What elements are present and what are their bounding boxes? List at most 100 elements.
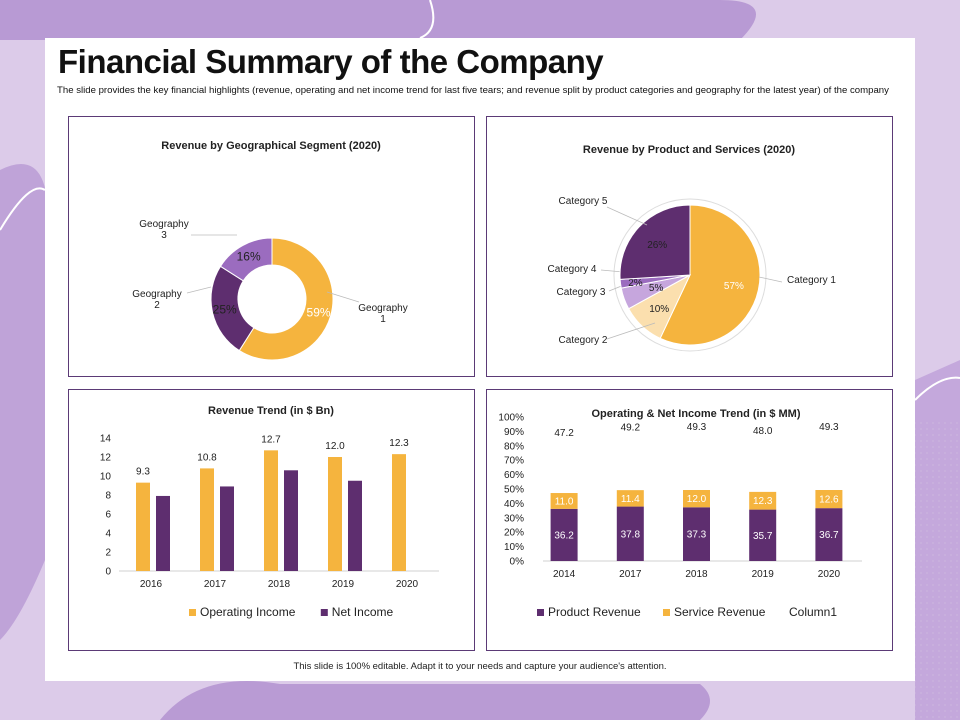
- pie-value-category-2: 10%: [649, 304, 669, 315]
- income-ytick-label: 40%: [504, 499, 524, 510]
- leader-line-geography-1: [326, 291, 360, 303]
- trend-ytick-label: 10: [100, 472, 112, 483]
- page-subtitle: The slide provides the key financial hig…: [57, 85, 889, 96]
- geo-chart-panel: Revenue by Geographical Segment (2020) 59…: [68, 116, 475, 377]
- trend-xtick-label: 2020: [396, 579, 419, 590]
- leader-line-geography-2: [186, 286, 212, 294]
- trend-data-label: 12.7: [261, 434, 281, 445]
- trend-ytick-label: 12: [100, 453, 112, 464]
- trend-bar-net-income: [220, 486, 234, 571]
- bg-blob-top: [0, 0, 756, 40]
- legend-swatch-operating-income: [189, 609, 196, 616]
- trend-xtick-label: 2019: [332, 579, 355, 590]
- donut-label-geography-3: Geography 3: [139, 219, 188, 241]
- footer-note: This slide is 100% editable. Adapt it to…: [293, 661, 667, 672]
- income-ytick-label: 80%: [504, 441, 524, 452]
- donut-label-geography-1-line: 1: [380, 314, 386, 325]
- geo-donut-chart: Revenue by Geographical Segment (2020) 59…: [132, 140, 408, 361]
- bg-blob-bottom: [160, 680, 710, 720]
- trend-bar-operating-income: [200, 468, 214, 571]
- donut-label-geography-2: Geography 2: [132, 289, 181, 311]
- trend-xtick-label: 2017: [204, 579, 227, 590]
- income-data-label-column1: 47.2: [554, 428, 574, 439]
- trend-ytick-label: 6: [105, 510, 111, 521]
- donut-slice-geography-3: [219, 237, 273, 282]
- donut-label-geography-3-line: Geography: [139, 219, 188, 230]
- pie-label-category-3: Category 3: [557, 287, 606, 298]
- income-bar-service-revenue: [550, 493, 578, 509]
- income-bar-service-revenue: [683, 490, 710, 508]
- donut-slice-geography-1: [238, 237, 334, 361]
- legend-swatch-service-revenue: [663, 609, 670, 616]
- bg-dots-right: [915, 420, 960, 720]
- income-bar-product-revenue: [616, 506, 644, 561]
- income-data-label-service-revenue: 12.6: [819, 495, 839, 506]
- trend-xtick-label: 2016: [140, 579, 163, 590]
- pie-label-category-2: Category 2: [559, 335, 608, 346]
- income-data-label-column1: 49.3: [819, 422, 839, 433]
- donut-label-geography-2-line: 2: [154, 300, 160, 311]
- bg-line-1: [0, 187, 46, 231]
- trend-xtick-label: 2018: [268, 579, 291, 590]
- trend-bar-net-income: [284, 470, 298, 571]
- trend-bar-operating-income: [136, 482, 150, 571]
- geo-chart-title: Revenue by Geographical Segment (2020): [161, 140, 381, 152]
- leader-line-category-5: [606, 206, 648, 226]
- pie-label-category-5: Category 5: [559, 196, 608, 207]
- income-data-label-service-revenue: 12.3: [753, 496, 773, 507]
- legend-label-service-revenue: Service Revenue: [674, 605, 766, 619]
- trend-chart-panel: Revenue Trend (in $ Bn) 0 2 4 6 8 10 12 14 2016 9.…: [68, 389, 475, 651]
- leader-line-category-1: [758, 276, 783, 283]
- income-bar-product-revenue: [683, 507, 710, 561]
- income-bar-product-revenue: [749, 509, 777, 561]
- income-xtick-label: 2017: [619, 569, 642, 580]
- income-ytick-label: 100%: [498, 413, 524, 424]
- pie-slice-category-1: [659, 204, 761, 346]
- income-data-label-service-revenue: 11.0: [555, 496, 574, 507]
- pie-label-category-1: Category 1: [787, 275, 836, 286]
- donut-value-geography-1: 59%: [307, 306, 331, 320]
- product-chart-title: Revenue by Product and Services (2020): [583, 144, 795, 156]
- income-ytick-label: 50%: [504, 485, 524, 496]
- income-xtick-label: 2020: [818, 569, 841, 580]
- page-title: Financial Summary of the Company: [58, 43, 604, 80]
- income-bar-product-revenue: [815, 508, 843, 561]
- pie-slice-category-5: [619, 204, 691, 280]
- trend-bar-operating-income: [328, 457, 342, 571]
- trend-data-label: 12.3: [389, 438, 409, 449]
- income-data-label-column1: 48.0: [753, 426, 773, 437]
- income-ytick-label: 20%: [504, 528, 524, 539]
- income-xtick-label: 2018: [685, 569, 708, 580]
- income-ytick-label: 10%: [504, 542, 524, 553]
- donut-label-geography-1: Geography 1: [358, 303, 407, 325]
- leader-line-category-2: [606, 322, 656, 340]
- income-xtick-label: 2019: [752, 569, 775, 580]
- income-ytick-label: 60%: [504, 470, 524, 481]
- income-data-label-service-revenue: 11.4: [621, 494, 640, 505]
- pie-label-category-4: Category 4: [548, 264, 597, 275]
- legend-swatch-product-revenue: [537, 609, 544, 616]
- donut-label-geography-2-line: Geography: [132, 289, 181, 300]
- income-trend-chart: Operating & Net Income Trend (in $ MM) 0%…: [498, 408, 862, 619]
- income-data-label-column1: 49.2: [621, 422, 641, 433]
- bg-line-3: [914, 376, 960, 401]
- slide-card: Financial Summary of the Company The sli…: [45, 38, 915, 681]
- trend-bar-operating-income: [392, 454, 406, 571]
- trend-bar-net-income: [348, 480, 362, 571]
- product-pie-chart: Revenue by Product and Services (2020) 57…: [548, 144, 836, 352]
- trend-ytick-label: 8: [105, 491, 111, 502]
- revenue-trend-chart: Revenue Trend (in $ Bn) 0 2 4 6 8 10 12 14 2016 9.…: [100, 405, 439, 619]
- trend-data-label: 10.8: [197, 452, 217, 463]
- leader-line-category-4: [600, 269, 624, 273]
- trend-ytick-label: 14: [100, 434, 112, 445]
- legend-label-net-income: Net Income: [332, 605, 394, 619]
- donut-label-geography-3-line: 3: [161, 230, 167, 241]
- income-bar-service-revenue: [815, 490, 843, 509]
- legend-swatch-net-income: [320, 609, 328, 616]
- trend-bar-operating-income: [264, 450, 278, 571]
- income-data-label-product-revenue: 36.7: [819, 530, 839, 541]
- income-data-label-product-revenue: 37.3: [687, 530, 707, 541]
- trend-ytick-label: 2: [105, 548, 111, 559]
- bg-line-2: [419, 0, 435, 39]
